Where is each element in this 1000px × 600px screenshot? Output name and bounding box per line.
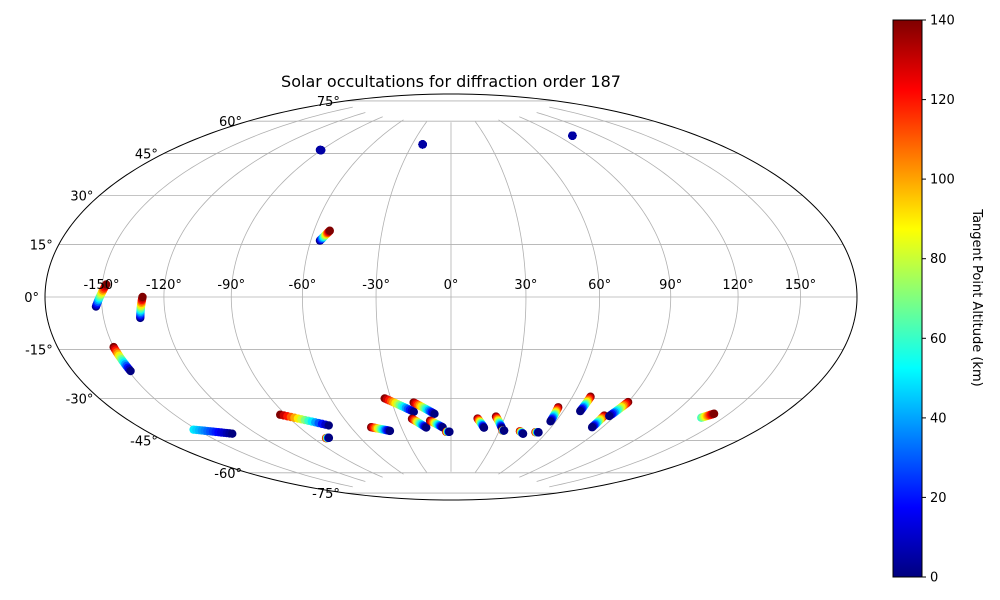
longitude-tick-label: 0° — [444, 278, 459, 293]
colorbar-tick-label: 60 — [930, 332, 947, 347]
occultation-point — [576, 406, 585, 416]
colorbar: 0 20 40 60 80 100 120 140 Tangent Point Altitud… — [892, 14, 984, 586]
latitude-tick-label: -60° — [214, 467, 242, 482]
longitude-tick-label: 60° — [588, 278, 611, 293]
longitude-tick-label: -30° — [362, 278, 390, 293]
colorbar-gradient — [892, 19, 923, 578]
occultation-point — [324, 421, 333, 430]
latitude-tick-label: 15° — [30, 239, 53, 254]
latitude-tick-label: 0° — [24, 291, 39, 306]
colorbar-tick-label: 0 — [930, 571, 938, 586]
latitude-tick-label: -45° — [130, 435, 158, 450]
longitude-tick-label: -150° — [83, 278, 119, 293]
latitude-tick-labels: -75° -60° -45° -30° -15° 0° 15° 30° 45° 60° 75° — [24, 95, 340, 502]
longitude-tick-label: 150° — [785, 278, 816, 293]
latitude-tick-label: 60° — [219, 115, 242, 130]
map-outline — [44, 93, 858, 501]
occultation-point — [138, 292, 147, 302]
occultation-point — [568, 131, 577, 140]
chart-title: Solar occultations for diffraction order… — [281, 72, 621, 91]
longitude-tick-label: 30° — [514, 278, 537, 293]
occultation-point — [479, 423, 489, 432]
latitude-tick-label: 45° — [135, 148, 158, 163]
longitude-tick-label: -60° — [289, 278, 317, 293]
occultation-point — [324, 433, 334, 443]
occultation-point — [430, 409, 439, 419]
occultation-point — [317, 145, 326, 155]
colorbar-tick-label: 120 — [930, 93, 955, 108]
occultation-point — [126, 366, 135, 376]
occultation-point — [534, 428, 543, 437]
latitude-tick-label: -15° — [25, 344, 53, 359]
occultation-point — [499, 426, 509, 435]
longitude-tick-label: -120° — [146, 278, 182, 293]
occultation-point — [605, 411, 614, 421]
latitude-tick-label: 75° — [317, 95, 340, 110]
colorbar-tick-label: 40 — [930, 411, 947, 426]
occultation-point — [709, 409, 719, 418]
occultation-points — [91, 131, 719, 443]
colorbar-tick-label: 100 — [930, 173, 955, 188]
longitude-tick-label: 120° — [722, 278, 753, 293]
colorbar-label: Tangent Point Altitude (km) — [969, 208, 984, 386]
latitude-tick-label: -75° — [312, 487, 340, 502]
longitude-tick-label: -90° — [217, 278, 245, 293]
longitude-tick-labels: -150° -120° -90° -60° -30° 0° 30° 60° 90° 120° 150… — [83, 278, 816, 293]
occultation-point — [385, 426, 395, 436]
colorbar-tick-label: 80 — [930, 252, 947, 267]
latitude-tick-label: -30° — [66, 393, 94, 408]
occultation-point — [445, 427, 454, 436]
occultation-point — [325, 226, 334, 235]
colorbar-ticks: 0 20 40 60 80 100 120 140 — [922, 14, 955, 586]
occultation-point — [422, 423, 431, 432]
colorbar-tick-label: 140 — [930, 14, 955, 29]
colorbar-tick-label: 20 — [930, 491, 947, 506]
occultation-point — [418, 140, 427, 149]
occultation-point — [409, 407, 419, 417]
occultation-point — [546, 417, 555, 426]
occultation-point — [102, 280, 111, 289]
occultation-point — [228, 429, 237, 438]
occultation-point — [587, 423, 597, 432]
map-grid — [45, 100, 857, 494]
longitude-tick-label: 90° — [659, 278, 682, 293]
latitude-tick-label: 30° — [70, 190, 93, 205]
occultation-point — [518, 429, 528, 438]
